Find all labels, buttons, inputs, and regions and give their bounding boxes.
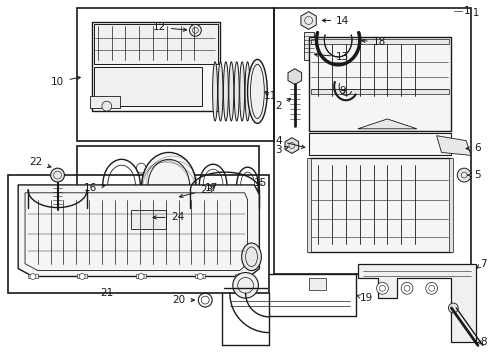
Text: 14: 14 xyxy=(322,15,349,26)
Text: 19: 19 xyxy=(357,293,373,303)
Bar xyxy=(309,37,451,131)
Circle shape xyxy=(233,273,258,298)
Bar xyxy=(77,274,87,278)
Text: 21: 21 xyxy=(100,288,113,298)
Polygon shape xyxy=(309,133,451,156)
Bar xyxy=(274,8,471,274)
Text: 23: 23 xyxy=(179,185,214,198)
Text: 12: 12 xyxy=(152,22,187,32)
Circle shape xyxy=(102,101,112,111)
Polygon shape xyxy=(18,185,259,276)
Bar xyxy=(304,32,314,60)
Text: 16: 16 xyxy=(84,183,105,193)
Ellipse shape xyxy=(234,62,239,121)
Circle shape xyxy=(237,274,243,279)
Text: 9: 9 xyxy=(340,86,346,96)
Polygon shape xyxy=(317,33,360,65)
Text: 2: 2 xyxy=(275,98,291,111)
Ellipse shape xyxy=(142,152,196,217)
Circle shape xyxy=(448,303,458,313)
Circle shape xyxy=(197,274,203,279)
Bar xyxy=(309,158,451,252)
Ellipse shape xyxy=(229,62,234,121)
Ellipse shape xyxy=(240,62,245,121)
Bar xyxy=(235,274,245,278)
Polygon shape xyxy=(437,136,471,156)
Ellipse shape xyxy=(245,62,250,121)
Text: 3: 3 xyxy=(275,145,288,156)
Text: 4: 4 xyxy=(275,136,305,148)
Bar xyxy=(309,278,326,290)
Circle shape xyxy=(50,168,64,182)
Circle shape xyxy=(457,168,471,182)
Text: 5: 5 xyxy=(468,170,481,180)
Bar xyxy=(196,274,205,278)
Bar xyxy=(311,89,449,94)
Circle shape xyxy=(401,282,413,294)
Bar xyxy=(77,145,259,224)
Text: 11: 11 xyxy=(264,91,277,101)
Bar xyxy=(94,67,202,106)
Circle shape xyxy=(190,24,201,36)
Bar xyxy=(131,210,166,229)
Text: 8: 8 xyxy=(477,337,487,347)
Text: 1: 1 xyxy=(473,8,479,18)
Bar xyxy=(28,274,38,278)
Text: 20: 20 xyxy=(172,295,195,305)
Circle shape xyxy=(79,274,85,279)
Ellipse shape xyxy=(247,59,267,123)
Bar xyxy=(307,158,311,252)
Bar xyxy=(90,96,120,108)
Ellipse shape xyxy=(213,62,218,121)
Ellipse shape xyxy=(218,62,223,121)
Text: 17: 17 xyxy=(205,183,218,193)
Text: 18: 18 xyxy=(362,37,386,47)
Circle shape xyxy=(376,282,389,294)
Bar xyxy=(449,158,453,252)
Text: 13: 13 xyxy=(315,52,349,62)
Text: 6: 6 xyxy=(466,144,481,153)
Text: 10: 10 xyxy=(51,76,80,86)
Text: 7: 7 xyxy=(477,259,487,269)
Text: 24: 24 xyxy=(153,212,184,222)
Bar xyxy=(92,22,220,111)
Bar xyxy=(77,8,274,141)
Text: 22: 22 xyxy=(29,157,51,167)
Text: 1: 1 xyxy=(464,6,471,15)
Text: 15: 15 xyxy=(254,178,267,188)
Ellipse shape xyxy=(223,62,228,121)
Circle shape xyxy=(138,274,144,279)
Bar xyxy=(136,274,146,278)
Circle shape xyxy=(30,274,36,279)
Bar xyxy=(311,39,449,44)
Circle shape xyxy=(426,282,438,294)
Polygon shape xyxy=(358,119,417,129)
Bar xyxy=(8,175,269,293)
Polygon shape xyxy=(358,264,476,342)
Bar xyxy=(94,24,218,64)
Ellipse shape xyxy=(242,243,261,271)
